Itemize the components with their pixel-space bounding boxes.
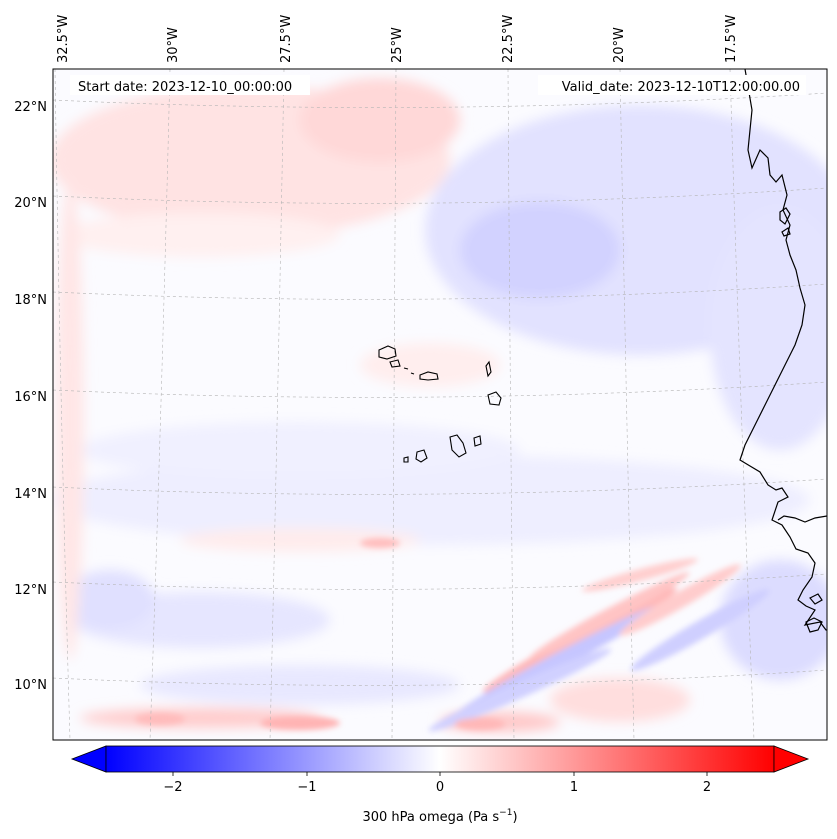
colorbar-tick-label: −2	[163, 780, 182, 795]
omega-area	[455, 718, 505, 730]
colorbar-tick-label: 1	[570, 780, 578, 795]
omega-area	[482, 587, 678, 693]
small-island	[410, 372, 415, 375]
colorbar-tick-label: −1	[297, 780, 316, 795]
colorbar-gradient	[105, 745, 775, 773]
bijagos-island	[809, 593, 823, 605]
lat-label: 20°N	[14, 196, 47, 211]
colorbar-label-end: )	[512, 810, 517, 825]
valid-date-box	[538, 75, 806, 95]
omega-area	[530, 572, 690, 658]
lat-label: 18°N	[14, 293, 47, 308]
omega-area	[460, 202, 620, 298]
gambia-river	[777, 515, 827, 523]
west-africa-coast	[739, 69, 827, 631]
omega-area	[710, 210, 827, 450]
omega-area	[428, 648, 612, 732]
sao-vicente-island	[389, 359, 401, 368]
coast-detail	[781, 227, 791, 237]
santa-luzia-island	[403, 367, 409, 370]
lon-label: 30°W	[166, 27, 181, 63]
sal-island	[485, 360, 492, 378]
cape-verde-islands	[378, 345, 502, 463]
parallel-line	[53, 187, 827, 204]
maio-island	[473, 435, 482, 447]
lon-label: 27.5°W	[279, 15, 294, 63]
lat-label: 14°N	[14, 487, 47, 502]
lon-label: 32.5°W	[56, 15, 71, 63]
sao-nicolau-island	[419, 371, 439, 381]
bijagos-island	[805, 617, 823, 633]
parallel-line	[53, 381, 827, 398]
parallel-line	[53, 669, 827, 686]
omega-area	[630, 589, 770, 671]
omega-area	[360, 538, 400, 548]
boa-vista-island	[487, 391, 502, 406]
colorbar-tick-labels: −2 −1 0 1 2	[163, 780, 711, 795]
fogo-island	[415, 449, 428, 463]
colorbar-tick-label: 0	[436, 780, 444, 795]
colorbar-tick-label: 2	[703, 780, 711, 795]
parallel-line	[53, 573, 827, 590]
lat-label: 22°N	[14, 100, 47, 115]
omega-area	[80, 422, 520, 478]
colorbar-label: 300 hPa omega (Pa s−1)	[362, 808, 517, 825]
omega-area	[582, 558, 698, 592]
colorbar: −2 −1 0 1 2 300 hPa omega (Pa s−1)	[70, 745, 810, 825]
longitude-labels: 32.5°W 30°W 27.5°W 25°W 22.5°W 20°W 17.5…	[56, 15, 739, 63]
colorbar-label-main: 300 hPa omega (Pa s	[362, 810, 499, 825]
parallel-line	[53, 92, 827, 108]
lon-label: 25°W	[390, 27, 405, 63]
omega-area	[56, 180, 84, 660]
omega-area	[720, 560, 827, 680]
map-panel: Start date: 2023-12-10_00:00:00 Valid_da…	[52, 68, 828, 741]
colorbar-label-superscript: −1	[499, 808, 512, 818]
omega-area	[53, 455, 810, 545]
gridlines	[53, 69, 827, 740]
map-frame	[52, 68, 828, 741]
omega-area	[300, 78, 460, 162]
coastlines	[739, 69, 827, 633]
omega-area	[550, 678, 690, 722]
parallel-line	[53, 283, 827, 300]
colorbar-extend-max	[773, 745, 810, 773]
valid-date-label: Valid_date: 2023-12-10T12:00:00.00	[562, 80, 800, 95]
start-date-box	[70, 75, 310, 95]
omega-area	[260, 716, 340, 730]
start-date-label: Start date: 2023-12-10_00:00:00	[78, 80, 292, 95]
santo-antao-island	[378, 345, 397, 360]
lon-label: 22.5°W	[501, 15, 516, 63]
lat-label: 12°N	[14, 583, 47, 598]
omega-area	[360, 343, 500, 387]
lat-label: 10°N	[14, 678, 47, 693]
omega-area	[619, 564, 741, 636]
parallel-line	[53, 478, 827, 495]
omega-area	[60, 213, 340, 257]
santiago-island	[449, 434, 467, 458]
omega-field	[53, 78, 827, 732]
lon-label: 17.5°W	[724, 15, 739, 63]
brava-island	[403, 456, 409, 463]
colorbar-extend-min	[70, 745, 107, 773]
latitude-labels: 22°N 20°N 18°N 16°N 14°N 12°N 10°N	[14, 100, 47, 693]
coast-detail	[779, 207, 791, 225]
lat-label: 16°N	[14, 390, 47, 405]
colorbar-ticks	[172, 772, 708, 776]
omega-area	[180, 528, 420, 552]
lon-label: 20°W	[612, 27, 627, 63]
omega-area	[135, 713, 185, 725]
